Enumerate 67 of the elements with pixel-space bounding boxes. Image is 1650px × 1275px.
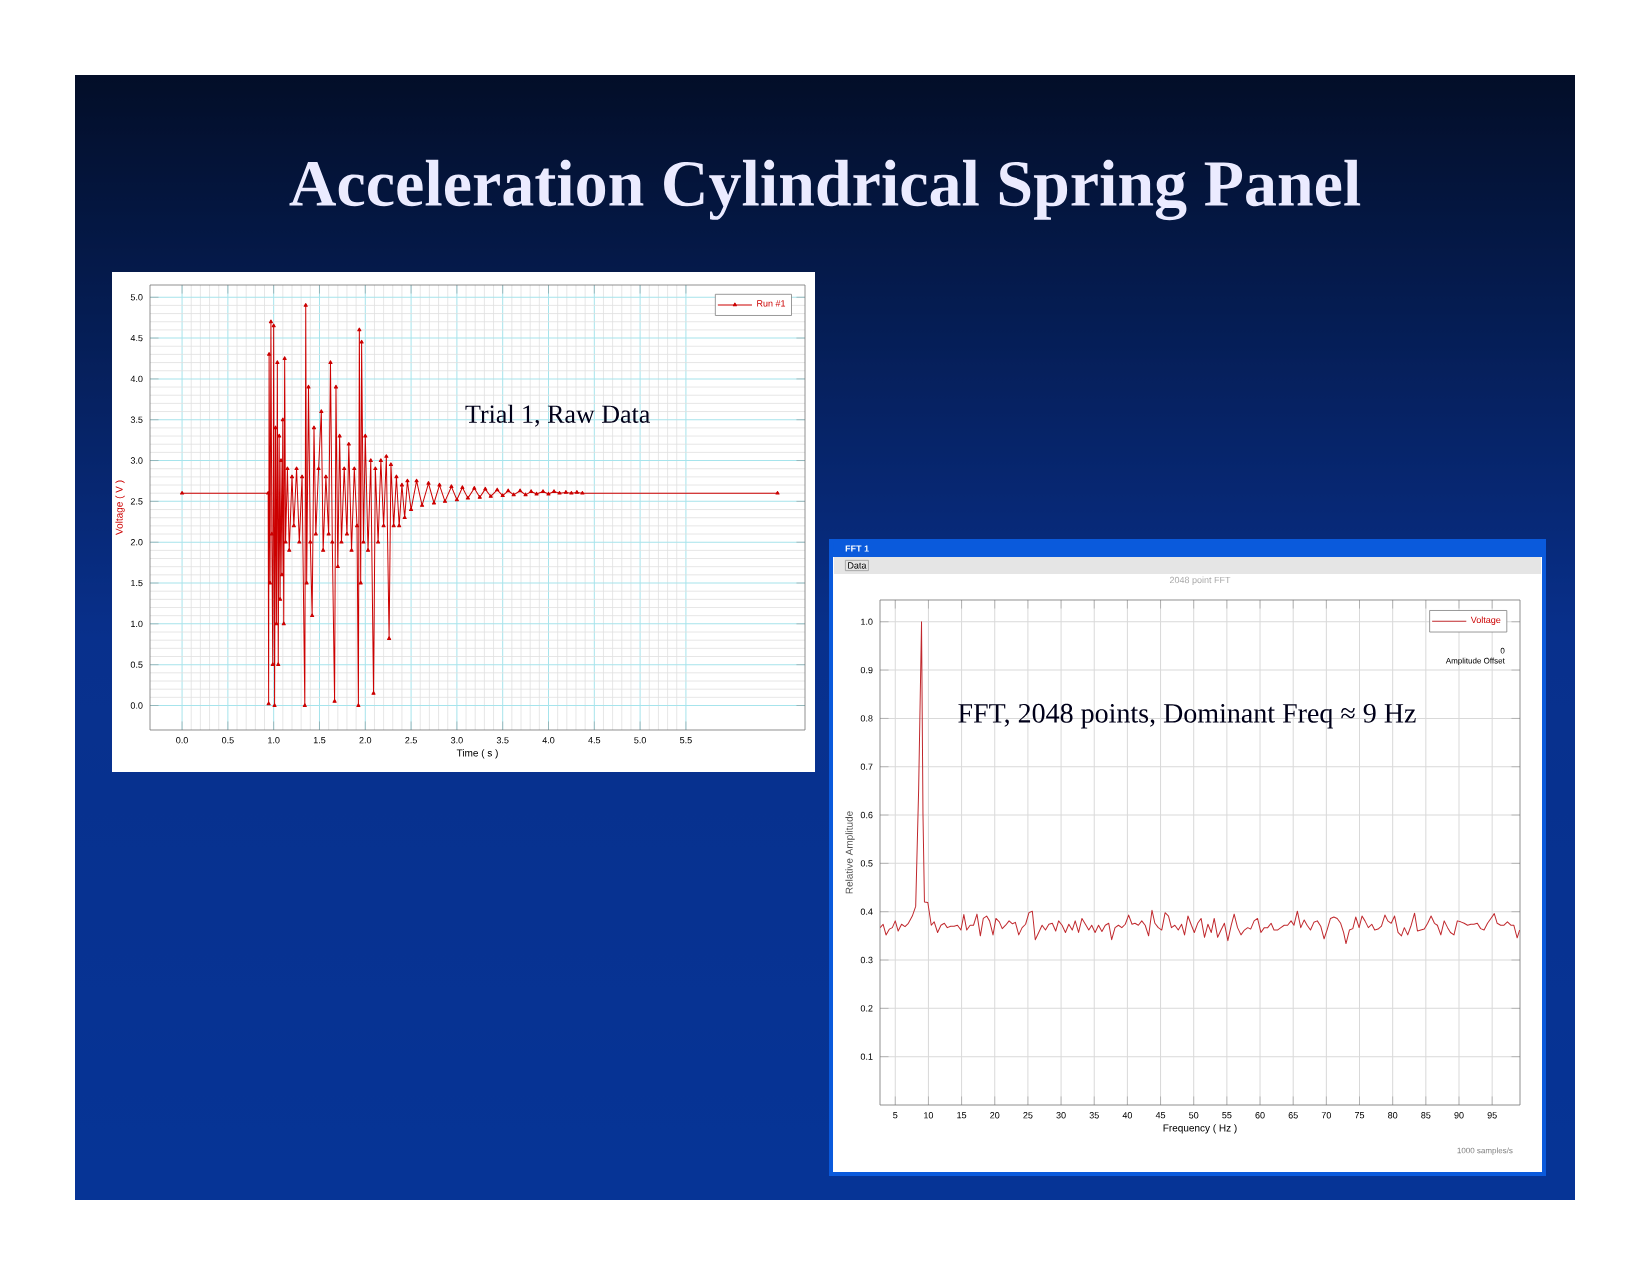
y-tick-label: 0.7 [860,763,873,770]
y-tick-label: 0.5 [860,860,873,867]
x-tick-label: 1.0 [268,737,280,744]
x-tick-label: 5.0 [634,737,646,744]
x-tick-label: 90 [1454,1112,1464,1119]
y-tick-label: 3.0 [130,457,143,464]
annotation: Trial 1, Raw Data [465,404,650,427]
x-tick-label: 35 [1089,1112,1099,1119]
x-tick-label: 95 [1487,1112,1497,1119]
x-tick-label: 75 [1354,1112,1365,1119]
y-tick-label: 0.8 [860,715,873,722]
y-tick-label: 2.0 [130,539,143,546]
legend-label: Voltage [1470,616,1501,625]
y-tick-label: 0.6 [860,811,873,819]
x-tick-label: 50 [1189,1112,1199,1119]
x-tick-label: 4.0 [542,737,555,744]
x-tick-label: 40 [1122,1112,1133,1119]
x-tick-label: 70 [1321,1112,1331,1119]
x-tick-label: 2.0 [359,737,372,744]
x-tick-label: 4.5 [588,737,601,744]
y-tick-label: 0.0 [130,702,143,709]
y-tick-label: 4.5 [130,334,143,342]
x-tick-label: 5.5 [680,737,692,744]
y-tick-label: 0.9 [860,666,873,674]
x-tick-label: 85 [1421,1112,1431,1119]
x-tick-label: 1.5 [313,737,326,744]
annotation: 0 [1500,647,1505,654]
x-tick-label: 2.5 [405,737,417,744]
y-tick-label: 3.5 [130,416,143,423]
x-tick-label: 45 [1155,1112,1166,1119]
x-tick-label: 5 [893,1112,898,1119]
text: 1000 samples/s [1457,1147,1513,1155]
x-tick-label: 60 [1255,1112,1265,1119]
y-tick-label: 1.0 [861,618,873,625]
y-tick-label: 0.1 [860,1053,873,1060]
x-axis-title: Frequency ( Hz ) [1163,1124,1237,1134]
chart-title: 2048 point FFT [1169,576,1231,585]
y-tick-label: 5.0 [130,294,143,301]
annotation: FFT, 2048 points, Dominant Freq ≈ 9 Hz [958,703,1416,729]
x-tick-label: 0.0 [176,737,188,744]
x-tick-label: 30 [1056,1112,1066,1119]
x-tick-label: 10 [924,1112,934,1119]
y-tick-label: 1.5 [131,579,143,587]
y-tick-label: 2.5 [130,498,143,505]
annotation: Amplitude Offset [1445,657,1505,666]
y-tick-label: 0.3 [860,956,873,964]
x-tick-label: 25 [1023,1112,1033,1119]
chart-title: Acceleration Cylindrical Spring Panel [289,159,1361,221]
x-tick-label: 55 [1222,1112,1232,1119]
x-tick-label: 0.5 [221,737,234,744]
x-axis-title: Time ( s ) [456,749,498,759]
text: Data [848,562,867,569]
x-tick-label: 65 [1288,1112,1298,1119]
y-tick-label: 1.0 [131,620,143,628]
y-tick-label: 4.0 [130,375,143,383]
x-tick-label: 15 [957,1112,967,1119]
y-tick-label: 0.4 [860,908,873,915]
x-tick-label: 80 [1388,1112,1398,1119]
x-tick-label: 3.5 [496,737,509,744]
x-tick-label: 20 [990,1112,1000,1119]
x-tick-label: 3.0 [450,737,463,744]
y-tick-label: 0.2 [860,1005,873,1012]
text: FFT 1 [845,545,869,552]
y-axis-title: Voltage ( V ) [115,480,125,535]
y-axis-title: Relative Amplitude [845,811,855,894]
y-tick-label: 0.5 [130,661,143,668]
legend-label: Run #1 [757,300,786,307]
